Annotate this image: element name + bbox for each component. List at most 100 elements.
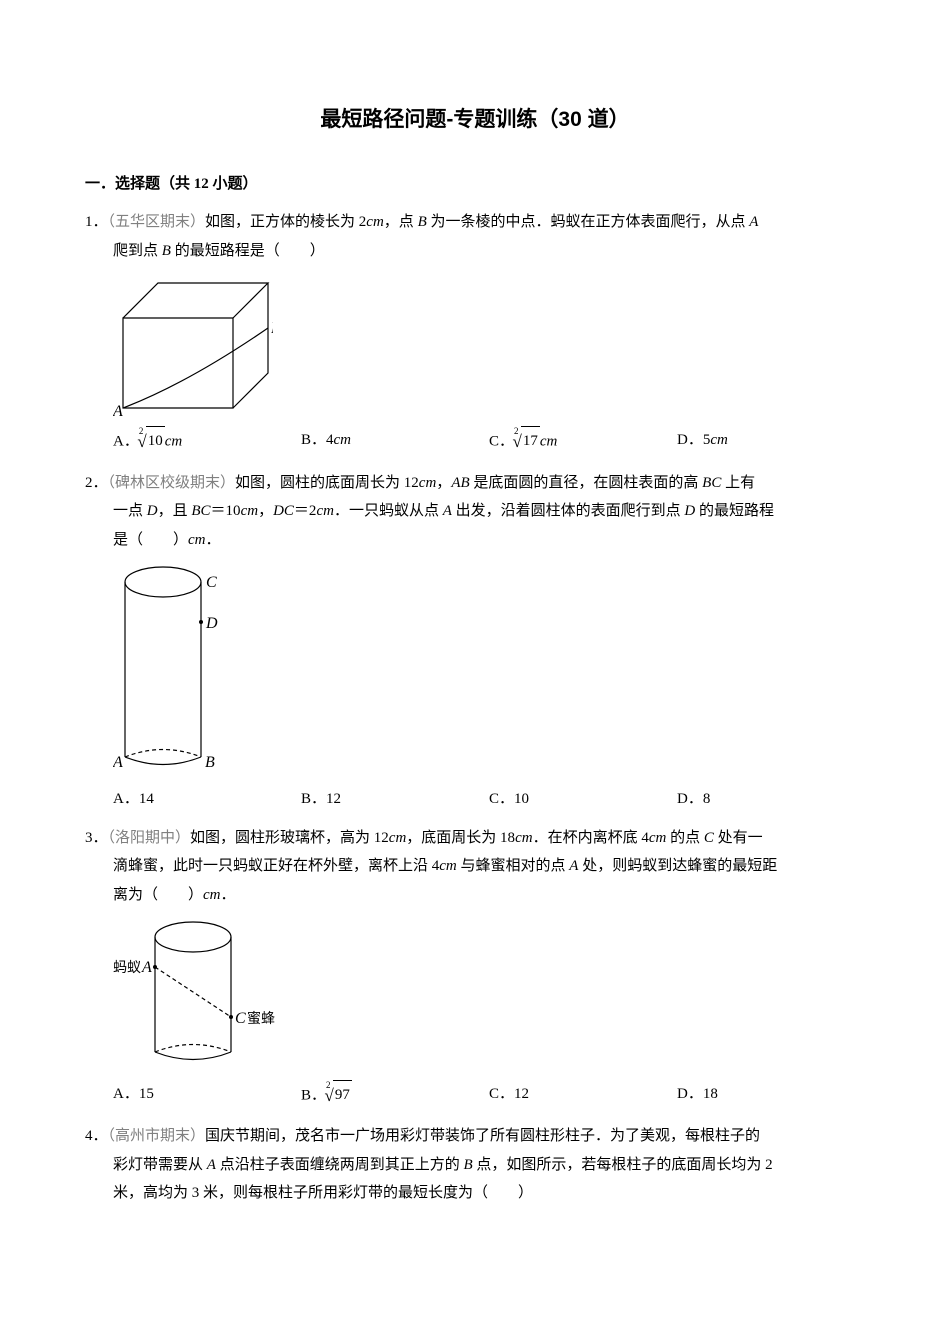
unit: cm xyxy=(515,830,533,846)
text: 爬到点 xyxy=(113,243,162,259)
var: B xyxy=(418,214,427,230)
question-4-cont: 彩灯带需要从 A 点沿柱子表面缠绕两周到其正上方的 B 点，如图所示，若每根柱子… xyxy=(85,1151,865,1180)
question-num: 4． xyxy=(85,1128,108,1144)
option-a: A．15 xyxy=(113,1080,301,1112)
option-c: C．10 xyxy=(489,785,677,814)
question-source: （碑林区校级期末） xyxy=(108,475,236,491)
text: 一点 xyxy=(113,503,147,519)
question-num: 1． xyxy=(85,214,108,230)
unit: cm xyxy=(389,830,407,846)
question-2: 2．（碑林区校级期末）如图，圆柱的底面周长为 12cm，AB 是底面圆的直径，在… xyxy=(85,469,865,814)
option-d: D．8 xyxy=(677,785,865,814)
var: BC xyxy=(702,475,721,491)
label-d: D xyxy=(205,615,218,632)
option-b: B．2√97 xyxy=(301,1080,489,1112)
var: D xyxy=(684,503,695,519)
var: B xyxy=(463,1157,472,1173)
unit: cm xyxy=(439,858,457,874)
question-1: 1．（五华区期末）如图，正方体的棱长为 2cm，点 B 为一条棱的中点．蚂蚁在正… xyxy=(85,208,865,458)
text: 点沿柱子表面缠绕两周到其正上方的 xyxy=(216,1157,464,1173)
unit: cm xyxy=(241,503,259,519)
unit: cm xyxy=(203,887,221,903)
question-3-cont2: 离为（ ）cm． xyxy=(85,881,865,910)
text: 处有一 xyxy=(714,830,763,846)
page-title: 最短路径问题-专题训练（30 道） xyxy=(85,100,865,140)
text: ． xyxy=(221,887,236,903)
text: 如图，圆柱形玻璃杯，高为 12 xyxy=(190,830,389,846)
sqrt-body: 17 xyxy=(521,426,540,456)
text: 是底面圆的直径，在圆柱表面的高 xyxy=(470,475,703,491)
unit: cm xyxy=(165,434,183,450)
text: ，点 xyxy=(384,214,418,230)
option-c: C．2√17cm xyxy=(489,426,677,458)
text: 的最短路程 xyxy=(695,503,774,519)
label-a: A xyxy=(113,403,123,418)
text: 处，则蚂蚁到达蜂蜜的最短距 xyxy=(578,858,777,874)
opt-pre: B． xyxy=(301,1088,326,1104)
opt-pre: A． xyxy=(113,434,139,450)
var: B xyxy=(162,243,171,259)
option-a: A．14 xyxy=(113,785,301,814)
unit: cm xyxy=(419,475,437,491)
unit: cm xyxy=(316,503,334,519)
opt-pre: C． xyxy=(489,434,514,450)
text: 出发，沿着圆柱体的表面爬行到点 xyxy=(452,503,685,519)
unit: cm xyxy=(188,532,206,548)
question-3: 3．（洛阳期中）如图，圆柱形玻璃杯，高为 12cm，底面周长为 18cm．在杯内… xyxy=(85,824,865,1113)
text: ． xyxy=(206,532,221,548)
sqrt-body: 10 xyxy=(146,426,165,456)
question-num: 2． xyxy=(85,475,108,491)
unit: cm xyxy=(366,214,384,230)
option-d: D．5cm xyxy=(677,426,865,458)
question-source: （洛阳期中） xyxy=(108,830,191,846)
option-c: C．12 xyxy=(489,1080,677,1112)
cylinder-diagram: C D A B xyxy=(113,562,243,777)
text: 彩灯带需要从 xyxy=(113,1157,207,1173)
question-4-text: 4．（高州市期末）国庆节期间，茂名市一广场用彩灯带装饰了所有圆柱形柱子．为了美观… xyxy=(85,1122,865,1151)
question-1-diagram: A B xyxy=(85,273,865,418)
text: 是（ ） xyxy=(113,532,188,548)
label-b: B xyxy=(271,320,273,337)
question-1-options: A．2√10cm B．4cm C．2√17cm D．5cm xyxy=(85,426,865,458)
cube-diagram: A B xyxy=(113,273,273,418)
question-3-text: 3．（洛阳期中）如图，圆柱形玻璃杯，高为 12cm，底面周长为 18cm．在杯内… xyxy=(85,824,865,853)
question-1-cont: 爬到点 B 的最短路程是（ ） xyxy=(85,237,865,266)
opt-pre: D．5 xyxy=(677,432,710,448)
label-b: B xyxy=(205,754,215,771)
label-c-suffix: 蜜蜂 xyxy=(247,1011,275,1027)
question-num: 3． xyxy=(85,830,108,846)
unit: cm xyxy=(540,434,558,450)
text: 如图，圆柱的底面周长为 12 xyxy=(235,475,419,491)
label-a: A xyxy=(141,959,152,976)
text: 点，如图所示，若每根柱子的底面周长均为 2 xyxy=(473,1157,773,1173)
text: 与蜂蜜相对的点 xyxy=(457,858,570,874)
unit: cm xyxy=(649,830,667,846)
text: 滴蜂蜜，此时一只蚂蚁正好在杯外壁，离杯上沿 4 xyxy=(113,858,439,874)
question-1-text: 1．（五华区期末）如图，正方体的棱长为 2cm，点 B 为一条棱的中点．蚂蚁在正… xyxy=(85,208,865,237)
var: DC xyxy=(273,503,294,519)
opt-pre: B．4 xyxy=(301,432,334,448)
text: ＝2 xyxy=(294,503,317,519)
question-3-diagram: 蚂蚁 A C 蜜蜂 xyxy=(85,917,865,1072)
var: A xyxy=(207,1157,216,1173)
option-a: A．2√10cm xyxy=(113,426,301,458)
section-header: 一．选择题（共 12 小题） xyxy=(85,170,865,199)
text: 国庆节期间，茂名市一广场用彩灯带装饰了所有圆柱形柱子．为了美观，每根柱子的 xyxy=(205,1128,760,1144)
question-2-diagram: C D A B xyxy=(85,562,865,777)
var: D xyxy=(147,503,158,519)
var: C xyxy=(704,830,714,846)
label-c: C xyxy=(206,574,217,591)
text: ，底面周长为 18 xyxy=(406,830,515,846)
var: BC xyxy=(191,503,210,519)
question-3-cont: 滴蜂蜜，此时一只蚂蚁正好在杯外壁，离杯上沿 4cm 与蜂蜜相对的点 A 处，则蚂… xyxy=(85,852,865,881)
label-a: A xyxy=(113,754,123,771)
question-2-cont: 一点 D，且 BC＝10cm，DC＝2cm．一只蚂蚁从点 A 出发，沿着圆柱体的… xyxy=(85,497,865,526)
text: ， xyxy=(258,503,273,519)
text: 如图，正方体的棱长为 2 xyxy=(205,214,366,230)
question-2-text: 2．（碑林区校级期末）如图，圆柱的底面周长为 12cm，AB 是底面圆的直径，在… xyxy=(85,469,865,498)
var: A xyxy=(443,503,452,519)
question-4-cont2: 米，高均为 3 米，则每根柱子所用彩灯带的最短长度为（ ） xyxy=(85,1179,865,1208)
question-3-options: A．15 B．2√97 C．12 D．18 xyxy=(85,1080,865,1112)
text: ．在杯内离杯底 4 xyxy=(533,830,649,846)
question-source: （高州市期末） xyxy=(108,1128,206,1144)
